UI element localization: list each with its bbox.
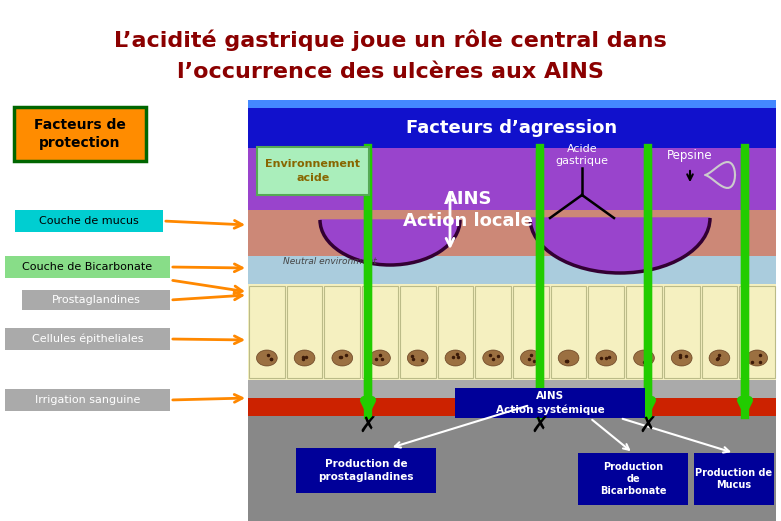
- Bar: [578, 453, 688, 505]
- Text: Couche de mucus: Couche de mucus: [39, 216, 139, 226]
- Bar: [5, 328, 170, 350]
- Text: ✗: ✗: [639, 416, 658, 436]
- Bar: [362, 286, 398, 378]
- Polygon shape: [530, 218, 710, 273]
- Bar: [400, 286, 436, 378]
- Bar: [694, 453, 774, 505]
- Ellipse shape: [596, 350, 617, 366]
- Bar: [248, 148, 776, 278]
- Text: Facteurs d’agression: Facteurs d’agression: [406, 119, 618, 137]
- Text: Production de
prostaglandines: Production de prostaglandines: [318, 460, 414, 482]
- FancyBboxPatch shape: [257, 147, 369, 195]
- Bar: [248, 416, 776, 521]
- Bar: [248, 256, 776, 286]
- Ellipse shape: [332, 350, 353, 366]
- Bar: [664, 286, 700, 378]
- Polygon shape: [320, 220, 460, 265]
- Bar: [22, 290, 170, 310]
- Text: l’occurrence des ulcères aux AINS: l’occurrence des ulcères aux AINS: [177, 62, 604, 82]
- Text: Environnement
acide: Environnement acide: [266, 159, 361, 182]
- Bar: [551, 286, 587, 378]
- Text: Cellules épitheliales: Cellules épitheliales: [32, 334, 143, 344]
- Text: Neutral environment: Neutral environment: [284, 257, 377, 267]
- Ellipse shape: [369, 350, 390, 366]
- Bar: [287, 286, 323, 378]
- Bar: [455, 388, 645, 418]
- Bar: [248, 398, 776, 416]
- Text: Acide
gastrique: Acide gastrique: [555, 144, 608, 166]
- Text: AINS
Action locale: AINS Action locale: [403, 190, 533, 230]
- Text: Pepsine: Pepsine: [667, 148, 713, 162]
- Bar: [248, 284, 776, 380]
- Text: Production
de
Bicarbonate: Production de Bicarbonate: [600, 462, 666, 497]
- Bar: [324, 286, 360, 378]
- Bar: [626, 286, 662, 378]
- Text: AINS
Action systémique: AINS Action systémique: [496, 391, 604, 415]
- Bar: [248, 210, 776, 260]
- Bar: [701, 286, 737, 378]
- Ellipse shape: [709, 350, 729, 366]
- Bar: [476, 286, 511, 378]
- Bar: [513, 286, 549, 378]
- Bar: [15, 210, 163, 232]
- Text: ✗: ✗: [530, 416, 549, 436]
- Text: Production de
Mucus: Production de Mucus: [695, 468, 772, 490]
- Ellipse shape: [520, 350, 541, 366]
- FancyBboxPatch shape: [14, 107, 146, 161]
- Ellipse shape: [747, 350, 768, 366]
- Bar: [437, 286, 473, 378]
- Bar: [248, 380, 776, 398]
- Ellipse shape: [633, 350, 654, 366]
- Bar: [5, 389, 170, 411]
- Ellipse shape: [672, 350, 692, 366]
- Text: Prostaglandines: Prostaglandines: [52, 295, 141, 305]
- Text: Facteurs de
protection: Facteurs de protection: [34, 118, 126, 150]
- Ellipse shape: [256, 350, 277, 366]
- Ellipse shape: [408, 350, 428, 366]
- Bar: [740, 286, 775, 378]
- Ellipse shape: [294, 350, 315, 366]
- Text: L’acidité gastrique joue un rôle central dans: L’acidité gastrique joue un rôle central…: [113, 29, 666, 51]
- Bar: [249, 286, 285, 378]
- Bar: [248, 100, 776, 108]
- Text: Irrigation sanguine: Irrigation sanguine: [35, 395, 140, 405]
- Text: ✗: ✗: [358, 416, 377, 436]
- Text: Couche de Bicarbonate: Couche de Bicarbonate: [23, 262, 152, 272]
- Ellipse shape: [558, 350, 579, 366]
- Bar: [296, 448, 436, 493]
- Bar: [5, 256, 170, 278]
- Ellipse shape: [445, 350, 465, 366]
- Ellipse shape: [483, 350, 504, 366]
- Bar: [588, 286, 624, 378]
- Bar: [248, 108, 776, 148]
